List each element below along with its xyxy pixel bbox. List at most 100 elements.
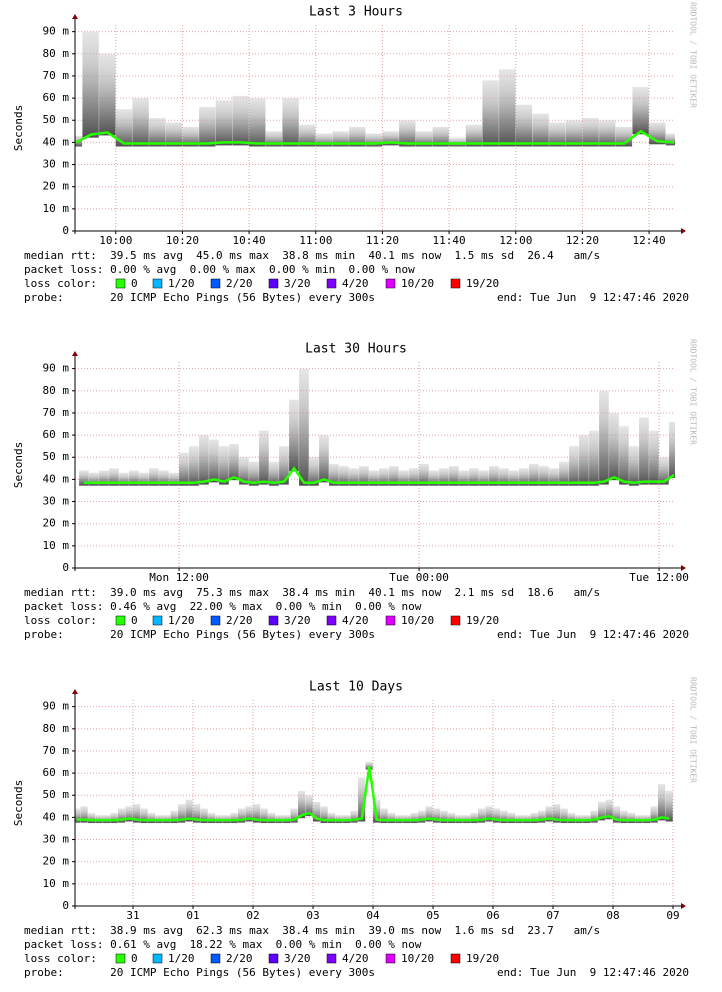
loss-swatch [115,953,126,964]
loss-swatch [450,615,461,626]
y-tick-label: 30 m [43,495,70,508]
y-axis-label: Seconds [12,780,25,826]
x-tick-label: Tue 00:00 [389,571,449,584]
smoke-bar [549,122,566,147]
loss-label: loss color: [24,952,97,965]
smoke-bar [185,799,193,822]
smoke-bar [598,801,606,821]
stats-line: median rtt: 39.0 ms avg 75.3 ms max 38.4… [24,586,600,599]
smoke-bar [649,430,659,485]
plot [75,31,675,147]
loss-swatch [326,278,337,289]
smoke-bar [365,762,373,770]
smoke-bar [565,120,583,147]
smoke-bar [582,118,599,147]
watermark: RRDTOOL / TOBI OETIKER [689,2,698,108]
y-tick-label: 0 [62,224,69,237]
smoke-bar [149,468,159,486]
smoke-bar [469,468,479,486]
x-tick-label: 04 [366,909,380,922]
smoke-bar [650,806,658,823]
probe: probe: 20 ICMP Echo Pings (56 Bytes) eve… [24,628,375,641]
y-tick-label: 0 [62,561,69,574]
watermark: RRDTOOL / TOBI OETIKER [689,677,698,783]
smoke-bar [388,812,396,824]
smoke-bar [589,430,599,486]
smoke-bar [449,466,459,486]
smoke-bar [358,777,366,822]
x-tick-label: 10:40 [233,234,266,247]
loss-name: 1/20 [168,277,195,290]
smoke-bar [482,80,499,147]
end-time: end: Tue Jun 9 12:47:46 2020 [497,966,689,979]
loss-name: 19/20 [466,952,499,965]
loss-swatch [326,953,337,964]
loss-name: 0 [131,277,138,290]
loss-swatch [152,615,163,626]
smoke-bar [425,806,433,822]
smoke-bar [200,808,208,824]
smoke-bar [329,463,339,486]
smoke-bar [178,804,186,823]
smoke-bar [282,98,299,147]
stats-line: packet loss: 0.00 % avg 0.00 % max 0.00 … [24,263,415,276]
smoke-bar [440,810,448,824]
smoke-bar [613,806,621,823]
smoke-bar [199,106,216,147]
arrow [681,903,686,909]
smoke-bar [245,806,253,822]
smoke-bar [208,812,216,824]
smoke-bar [313,801,321,822]
smoke-bar [99,53,116,136]
smoke-bar [639,417,649,485]
loss-name: 10/20 [401,614,434,627]
smoke-bar [359,466,369,486]
smoke-bar [305,795,313,816]
y-tick-label: 50 m [43,113,70,126]
loss-swatch [115,278,126,289]
y-tick-label: 30 m [43,158,70,171]
smoke-bar [165,122,183,147]
loss-label: loss color: [24,277,97,290]
loss-name: 10/20 [401,277,434,290]
smoke-bar [339,466,349,486]
chart-title: Last 3 Hours [309,5,403,20]
smoke-bar [419,463,429,486]
loss-name: 3/20 [284,277,311,290]
smoke-bar [320,806,328,824]
smoke-bar [110,812,118,824]
x-tick-label: 12:00 [499,234,532,247]
y-tick-label: 50 m [43,788,70,801]
x-tick-label: 09 [666,909,679,922]
x-tick-label: 10:20 [166,234,199,247]
smoke-bar [125,806,133,822]
loss-swatch [152,953,163,964]
smoke-bar [665,133,675,146]
median-line [75,129,675,145]
y-tick-label: 30 m [43,833,70,846]
chart-title: Last 30 Hours [305,342,407,357]
y-tick-label: 90 m [43,362,70,375]
smoke-bar [88,812,96,824]
smoke-bar [429,470,439,486]
loss-name: 1/20 [168,614,195,627]
smoke-bar [193,804,201,823]
smoke-bar [478,808,486,823]
y-tick-label: 50 m [43,450,70,463]
smoke-bar [140,808,148,824]
arrow [681,565,686,571]
smoke-bar [149,118,166,147]
loss-swatch [385,278,396,289]
y-tick-label: 20 m [43,517,70,530]
x-tick-label: 03 [306,909,319,922]
loss-swatch [268,278,279,289]
loss-swatch [385,953,396,964]
smoke-bar [530,812,538,824]
smoke-bar [560,808,568,824]
smoke-bar [665,790,673,822]
loss-swatch [326,615,337,626]
smoke-bar [299,368,309,486]
y-tick-label: 60 m [43,428,70,441]
